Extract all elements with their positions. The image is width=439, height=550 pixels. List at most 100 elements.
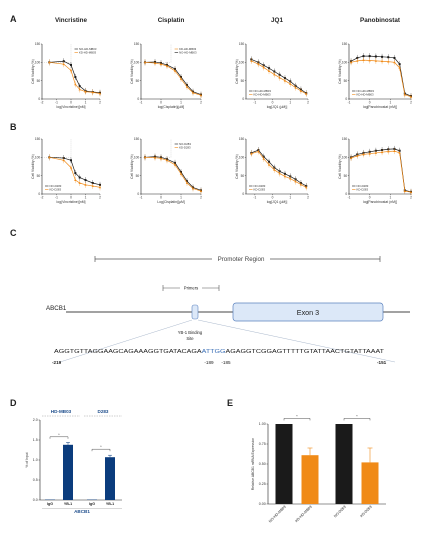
- category-label: YB-1: [106, 502, 114, 506]
- data-point-triangle: [305, 186, 308, 189]
- data-point-triangle: [299, 89, 303, 92]
- significance-star: *: [100, 445, 102, 449]
- data-point-square: [70, 63, 72, 66]
- panel-letter-b: B: [10, 122, 17, 132]
- x-tick-label: 0: [272, 196, 274, 200]
- data-point-triangle: [273, 73, 276, 76]
- plot-title: Vincristine: [55, 17, 88, 24]
- position-189: -189: [204, 360, 214, 365]
- data-point-square: [374, 55, 377, 58]
- category-label: KD-D283: [359, 505, 372, 518]
- chart-jq1-hdmb03: JQ1 0 50 100 150 -1 0 1 2 log[JQ1 (µM)] Cell Viabi…: [235, 17, 309, 109]
- data-point-triangle: [84, 183, 87, 186]
- data-point-triangle: [374, 151, 378, 154]
- data-point-triangle: [191, 187, 195, 190]
- y-axis-label: Cell Viability (%): [31, 59, 35, 84]
- primers-label-bg: [180, 283, 202, 291]
- data-point-triangle: [250, 59, 253, 62]
- category-label: NO-HD-MB03: [268, 505, 287, 524]
- chart-vincristine-hdmb03: Vincristine 0 50 100 150 -2 -1 0 1 2 log(Vincristi…: [31, 17, 102, 109]
- y-tick-label: 50: [344, 174, 348, 178]
- x-tick-label: -1: [55, 101, 58, 105]
- y-tick-label: 150: [342, 137, 348, 141]
- data-point-square: [70, 159, 72, 162]
- significance-bracket: [343, 418, 371, 421]
- x-tick-label: -1: [253, 196, 256, 200]
- y-axis-label: Cell Viability (%): [31, 154, 35, 179]
- data-point-triangle: [356, 154, 359, 157]
- legend-label: KD-HD-MB03: [254, 93, 272, 97]
- y-tick-label: 100: [35, 60, 41, 64]
- x-tick-label: 2: [410, 196, 412, 200]
- y-tick-label: 100: [342, 60, 348, 64]
- y-tick-label: 150: [342, 42, 348, 46]
- y-tick-label: 0: [38, 192, 40, 196]
- exon-3-box: [232, 302, 384, 322]
- category-label: YB-1: [64, 502, 72, 506]
- position-start: -219: [52, 360, 62, 365]
- x-tick-label: 1: [289, 101, 291, 105]
- data-point-triangle: [380, 150, 384, 154]
- data-point-triangle: [159, 157, 163, 160]
- data-point-triangle: [153, 61, 157, 64]
- x-axis-label: log(Cisplatin)[µM]: [158, 105, 185, 109]
- bar: [63, 444, 73, 500]
- data-point-triangle: [191, 91, 195, 94]
- data-point-triangle: [199, 189, 203, 192]
- x-tick-label: 1: [389, 101, 391, 105]
- y-tick-label: 50: [344, 79, 348, 83]
- significance-bracket: [91, 449, 111, 452]
- legend-label: NO-HD-MB03: [179, 51, 197, 55]
- data-point-triangle: [173, 69, 177, 72]
- data-point-triangle: [278, 76, 281, 79]
- series-line-orange: [144, 156, 202, 192]
- significance-bracket: [283, 418, 311, 421]
- x-tick-label: 2: [99, 101, 101, 105]
- y-tick-label: 0: [137, 192, 139, 196]
- data-point-triangle: [98, 92, 102, 95]
- category-label: IgG: [47, 502, 53, 506]
- x-tick-label: -1: [348, 196, 351, 200]
- x-tick-label: 0: [70, 101, 72, 105]
- data-point-square: [84, 179, 87, 182]
- binding-site-label-2: Site: [186, 336, 194, 341]
- legend-label: NO-HD-MB03: [357, 89, 375, 93]
- bar: [275, 424, 293, 504]
- panel-letter-c: C: [10, 228, 17, 238]
- y-axis-label: Cell Viability (%): [235, 154, 239, 179]
- data-point-square: [393, 56, 396, 59]
- significance-star: *: [356, 414, 358, 418]
- chart-abcb1-mrna-expression: 0.00 0.25 0.50 0.75 1.00 Relative ABCB1 mRNA …: [251, 414, 386, 524]
- y-tick-label: 0: [345, 192, 347, 196]
- data-point-triangle: [257, 62, 260, 66]
- x-tick-label: -2: [41, 196, 44, 200]
- x-axis-label: log(Vincristine)[nM]: [57, 200, 86, 204]
- data-point-triangle: [273, 168, 276, 171]
- y-tick-label: 0: [345, 97, 347, 101]
- position-185: -185: [221, 360, 231, 365]
- data-point-triangle: [393, 149, 396, 152]
- data-point-triangle: [62, 62, 65, 66]
- data-point-triangle: [398, 66, 401, 69]
- data-point-triangle: [48, 156, 51, 159]
- sequence-ybox-highlight: ATTGG: [202, 349, 226, 355]
- promoter-sequence: AGGTGTTAGGAAGCAGAAAGGTGATACAGA ATTGG AGAGG…: [54, 349, 385, 355]
- x-tick-label: -2: [41, 101, 44, 105]
- data-point-triangle: [91, 91, 94, 94]
- y-tick-label: 0.25: [259, 482, 266, 486]
- data-point-square: [74, 172, 77, 175]
- data-point-triangle: [69, 166, 73, 169]
- data-point-square: [381, 55, 384, 58]
- data-point-triangle: [294, 86, 297, 89]
- data-point-triangle: [262, 157, 265, 160]
- data-point-triangle: [349, 61, 353, 64]
- legend-label: KD-D283: [50, 188, 62, 192]
- x-tick-label: 2: [307, 196, 309, 200]
- chart-chip-percent-input: 0.0 0.5 1.0 1.5 2.0 % of Input HD-MB03 D283 IgG Y…: [25, 409, 122, 514]
- data-point-triangle: [289, 177, 292, 180]
- x-tick-label: 1: [180, 196, 182, 200]
